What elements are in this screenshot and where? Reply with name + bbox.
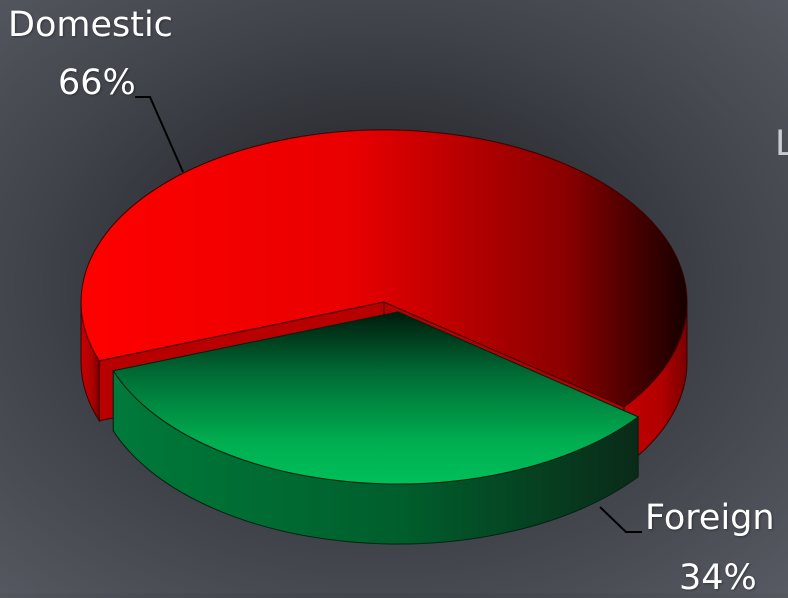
pie-slice-domestic-top: [80, 129, 688, 408]
pie-slice-foreign-top: [112, 311, 640, 485]
leader-line-domestic: [135, 96, 184, 173]
pie-slice-foreign: [112, 311, 640, 545]
leader-line-foreign: [599, 506, 642, 533]
slice-value-foreign: 34%: [679, 558, 757, 598]
slice-value-domestic: 66%: [58, 63, 136, 103]
slice-label-domestic: Domestic: [8, 5, 173, 45]
slice-label-foreign: Foreign: [645, 498, 775, 538]
edge-text: L: [775, 124, 788, 164]
